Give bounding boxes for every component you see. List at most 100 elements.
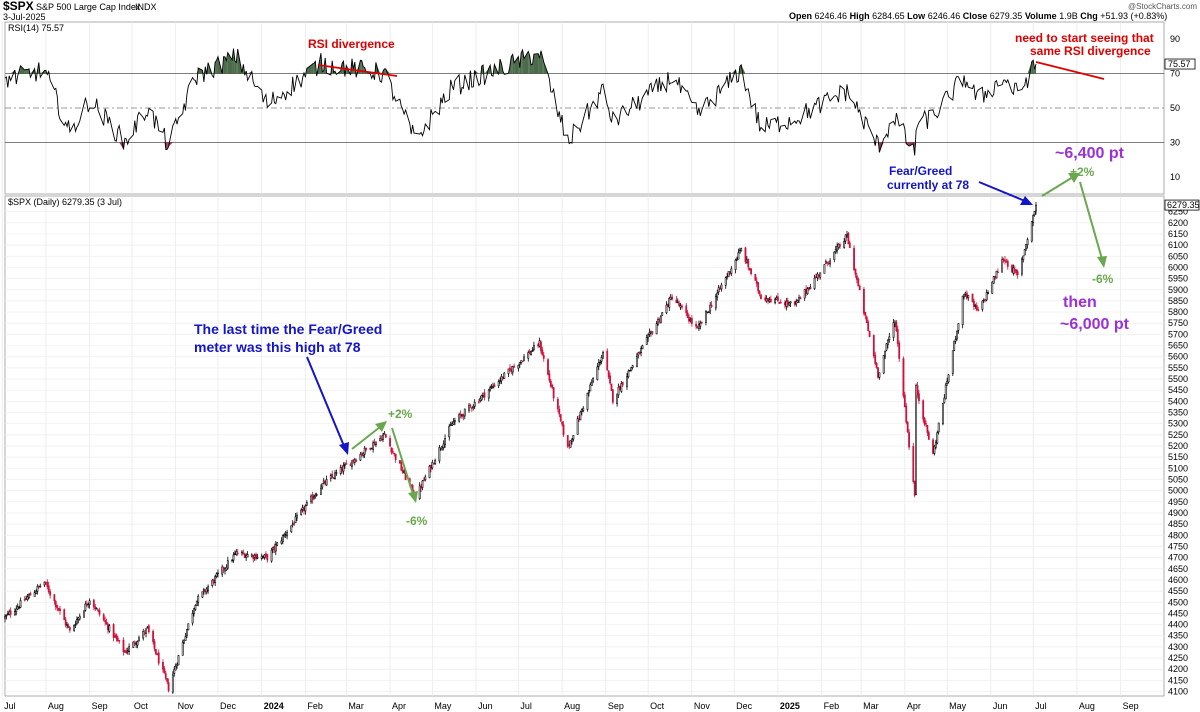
rsi-overbought-fill — [384, 68, 386, 74]
candle-body — [217, 572, 219, 575]
candle-body — [875, 362, 878, 369]
rsi-last-badge — [1164, 58, 1196, 70]
candle-body — [538, 340, 541, 347]
candle-body — [609, 375, 611, 384]
candle-body — [286, 532, 288, 537]
candle-body — [434, 459, 437, 464]
candle-body — [92, 599, 95, 608]
candle-body — [768, 299, 771, 302]
rsi-overbought-fill — [342, 61, 344, 74]
candle-body — [382, 435, 384, 440]
price-tick-label: 4950 — [1168, 497, 1188, 507]
candle-body — [518, 361, 521, 365]
candle-body — [1032, 215, 1035, 223]
need-rsi-label-2: same RSI divergence — [1030, 44, 1151, 58]
candle-body — [500, 376, 503, 382]
candle-body — [853, 247, 855, 271]
x-tick-label: May — [434, 701, 452, 711]
candle-body — [936, 432, 939, 444]
x-tick-label: Aug — [48, 701, 64, 711]
candle-body — [78, 615, 81, 620]
candle-body — [548, 373, 551, 381]
candle-body — [194, 605, 197, 610]
candle-body — [592, 377, 595, 382]
candle-body — [290, 525, 293, 533]
candle-body — [4, 616, 6, 619]
price-tick-label: 4400 — [1168, 620, 1188, 630]
candle-body — [320, 487, 322, 495]
price-tick-label: 5500 — [1168, 374, 1188, 384]
candle-body — [888, 336, 891, 340]
candle-body — [36, 586, 39, 592]
candle-body — [132, 641, 135, 648]
candle-body — [975, 305, 978, 311]
candle-body — [887, 340, 889, 346]
rsi-overbought-fill — [223, 56, 226, 74]
candle-body — [250, 554, 253, 557]
candle-body — [122, 639, 125, 653]
candle-body — [349, 464, 352, 466]
candle-body — [345, 463, 348, 465]
candle-body — [834, 249, 837, 253]
candle-body — [757, 282, 760, 292]
candle-body — [362, 452, 365, 456]
price-tick-label: 5600 — [1168, 352, 1188, 362]
candle-body — [954, 339, 957, 342]
future-divergence-line — [1035, 61, 1105, 80]
x-tick-label: May — [949, 701, 967, 711]
last-time-label-2: meter was this high at 78 — [194, 339, 361, 355]
rsi-overbought-fill — [24, 69, 27, 74]
candle-body — [714, 296, 717, 309]
candle-body — [620, 383, 623, 392]
candle-body — [291, 523, 294, 525]
rsi-divergence-line — [317, 64, 398, 77]
candle-body — [245, 555, 248, 559]
candle-body — [497, 381, 500, 387]
price-tick-label: 4300 — [1168, 642, 1188, 652]
candle-body — [645, 337, 648, 345]
candle-body — [627, 370, 630, 377]
candle-body — [400, 461, 403, 471]
candle-body — [202, 588, 205, 592]
candle-body — [184, 636, 187, 641]
candle-body — [767, 297, 769, 302]
candle-body — [848, 242, 851, 248]
rsi-last-value: 75.57 — [1168, 59, 1191, 69]
x-tick-label: Sep — [1123, 701, 1139, 711]
candle-body — [740, 248, 743, 252]
candle-body — [212, 579, 215, 583]
candle-body — [187, 623, 190, 631]
plus2-right-arrow — [1068, 173, 1080, 183]
candle-body — [737, 252, 740, 260]
price-tick-label: 4550 — [1168, 586, 1188, 596]
candle-body — [452, 421, 455, 425]
candle-body — [152, 630, 154, 642]
candle-body — [181, 642, 184, 656]
need-rsi-label-1: need to start seeing that — [1015, 31, 1154, 45]
candle-body — [105, 621, 108, 625]
annotations: RSI divergence need to start seeing that… — [194, 31, 1154, 528]
candle-body — [369, 447, 372, 450]
candle-body — [815, 276, 817, 279]
price-tick-label: 5700 — [1168, 329, 1188, 339]
price-tick-label: 5900 — [1168, 285, 1188, 295]
candle-body — [991, 281, 994, 294]
candle-body — [582, 407, 585, 411]
candle-body — [193, 608, 195, 614]
candle-body — [102, 614, 105, 621]
candle-body — [707, 311, 710, 314]
candle-body — [370, 447, 373, 450]
rsi-overbought-fill — [512, 54, 515, 74]
price-tick-label: 5850 — [1168, 296, 1188, 306]
candle-body — [878, 372, 881, 378]
candle-body — [586, 392, 589, 410]
candle-body — [214, 576, 217, 583]
x-tick-label: Dec — [736, 701, 753, 711]
candle-body — [84, 603, 87, 611]
candle-body — [789, 301, 792, 304]
candle-body — [243, 553, 246, 558]
candle-body — [315, 494, 318, 496]
candle-body — [352, 459, 355, 462]
x-tick-label: Oct — [134, 701, 149, 711]
rsi-overbought-fill — [511, 54, 513, 74]
